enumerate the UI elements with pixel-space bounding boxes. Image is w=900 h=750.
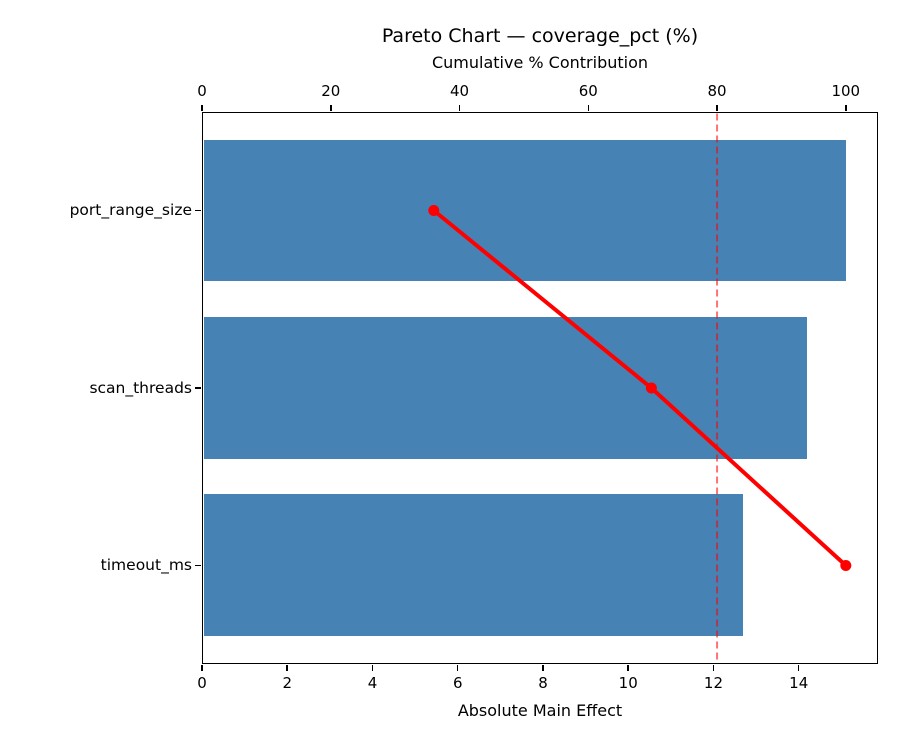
top-axis-tick-label: 80	[707, 82, 727, 100]
category-label-port_range_size: port_range_size	[69, 201, 192, 219]
bottom-axis-label-effect: Absolute Main Effect	[457, 701, 623, 720]
plot-area	[202, 112, 878, 664]
top-axis-label-cumulative: Cumulative % Contribution	[431, 53, 649, 72]
category-label-timeout_ms: timeout_ms	[100, 555, 192, 574]
x-axis-tick-label: 12	[703, 674, 724, 692]
y-axis-tick	[195, 387, 201, 389]
x-axis-tick	[542, 665, 544, 671]
x-axis-tick-label: 0	[197, 674, 207, 692]
x-axis-tick	[627, 665, 629, 671]
y-axis-tick	[195, 209, 201, 212]
top-axis-tick	[458, 105, 461, 111]
x-axis-tick-label: 14	[789, 674, 809, 692]
y-axis-tick	[195, 564, 201, 567]
x-axis-tick	[371, 665, 374, 671]
x-axis-tick-label: 2	[282, 674, 292, 692]
top-axis-tick-label: 20	[321, 82, 341, 100]
x-axis-tick-label: 8	[538, 674, 548, 692]
top-axis-tick-label: 40	[449, 82, 470, 100]
chart-title: Pareto Chart — coverage_pct (%)	[381, 25, 699, 47]
top-axis-tick	[587, 105, 590, 111]
top-axis-tick	[716, 105, 718, 111]
top-axis-tick	[201, 105, 203, 111]
bar-timeout_ms	[203, 494, 744, 637]
x-axis-tick	[712, 665, 715, 671]
top-axis-tick-label: 0	[197, 82, 207, 100]
x-axis-tick-label: 6	[452, 674, 463, 692]
x-axis-tick-label: 10	[618, 674, 638, 692]
x-axis-tick	[286, 665, 288, 671]
x-axis-tick	[201, 665, 203, 671]
x-axis-tick-label: 4	[367, 674, 378, 692]
top-axis-tick	[845, 105, 847, 111]
bar-scan_threads	[203, 317, 808, 459]
category-label-scan_threads: scan_threads	[89, 378, 192, 397]
bar-port_range_size	[203, 139, 846, 282]
top-axis-tick	[330, 105, 332, 111]
x-axis-tick	[456, 665, 459, 671]
top-axis-tick-label: 100	[831, 82, 861, 100]
x-axis-tick	[797, 665, 800, 671]
top-axis-tick-label: 60	[578, 82, 598, 100]
